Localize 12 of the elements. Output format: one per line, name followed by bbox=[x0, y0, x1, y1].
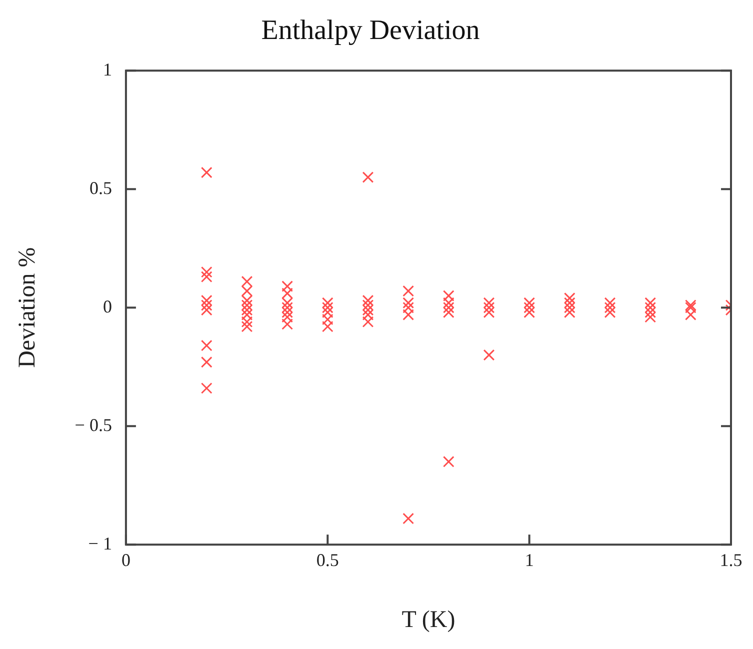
x-tick-label: 1 bbox=[524, 550, 534, 570]
x-tick-label: 0 bbox=[121, 550, 130, 570]
x-tick-label: 1.5 bbox=[720, 550, 742, 570]
y-tick-label: − 1 bbox=[88, 533, 112, 554]
y-tick-label: 1 bbox=[102, 59, 112, 80]
chart-title: Enthalpy Deviation bbox=[261, 15, 480, 46]
y-axis-title: Deviation % bbox=[14, 247, 41, 368]
y-tick-label: − 0.5 bbox=[74, 414, 112, 435]
y-tick-label: 0 bbox=[102, 296, 112, 316]
x-axis-title: T (K) bbox=[402, 606, 456, 633]
x-tick-label: 0.5 bbox=[316, 550, 339, 570]
y-tick-label: 0.5 bbox=[89, 178, 112, 198]
